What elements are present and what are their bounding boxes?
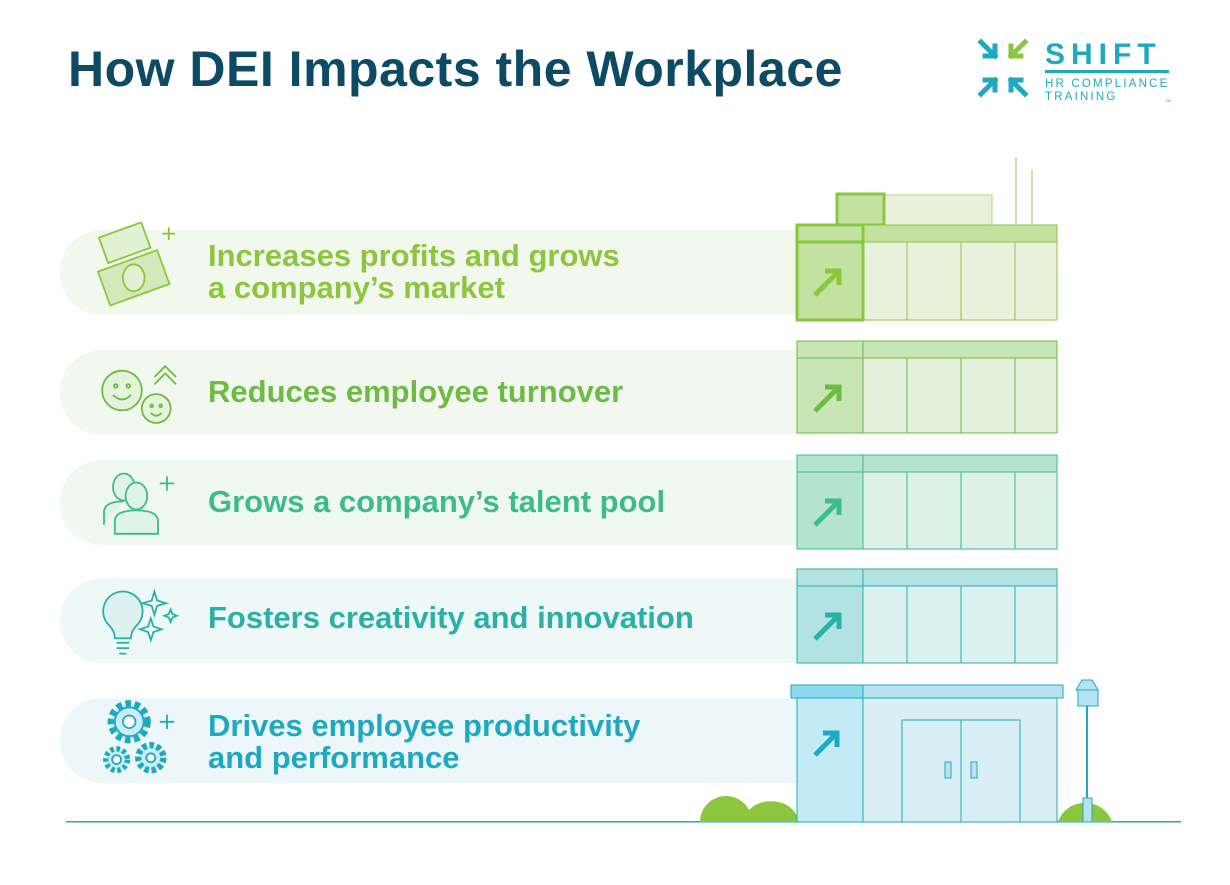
arrow-up-right-icon [813, 498, 842, 527]
item-background [60, 698, 820, 783]
item-background [60, 230, 820, 315]
item-background [60, 460, 820, 545]
arrow-up-right-icon [813, 268, 842, 297]
item-label: Grows a company’s talent pool [208, 484, 666, 519]
smiley-faces-icon [101, 364, 177, 424]
arrow-up-right-icon [813, 384, 842, 413]
svg-text:HR COMPLIANCE: HR COMPLIANCE [1045, 78, 1169, 90]
item-label: Fosters creativity and innovation [208, 600, 694, 635]
lightbulb-icon [102, 588, 180, 655]
people-plus-icon [103, 472, 175, 535]
item-label: Increases profits and grows a company’s m… [208, 238, 620, 305]
arrow-up-right-icon [813, 612, 842, 641]
ground-line [66, 821, 1181, 823]
ground-floor [790, 679, 1099, 823]
item-background [60, 350, 820, 435]
item-background [60, 578, 820, 663]
svg-text:TRAINING: TRAINING [1045, 91, 1118, 103]
page-title: How DEI Impacts the Workplace [68, 41, 843, 97]
item-label: Reduces employee turnover [208, 374, 624, 409]
svg-text:TM: TM [1165, 98, 1171, 103]
bushes [700, 796, 1112, 822]
gears-icon [103, 700, 175, 774]
money-icon [96, 222, 176, 307]
svg-text:SHIFT: SHIFT [1045, 38, 1162, 71]
shift-logo: SHIFT HR COMPLIANCE TRAINING TM [977, 38, 1171, 103]
item-label: Drives employee productivity and performa… [208, 708, 641, 775]
